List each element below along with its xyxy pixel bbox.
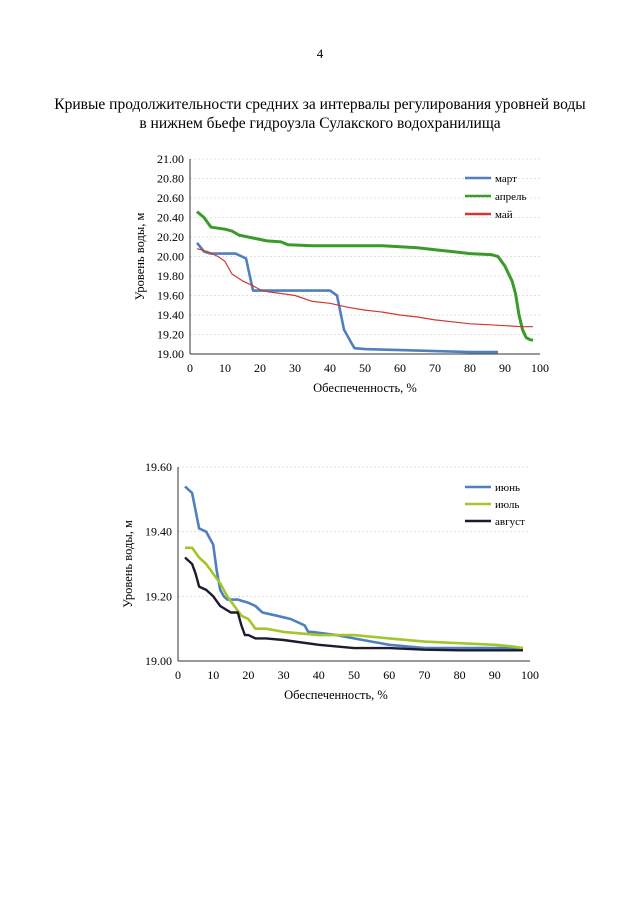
x-tick-label: 40 (324, 361, 336, 375)
y-tick-label: 20.00 (157, 250, 184, 264)
x-tick-label: 70 (418, 668, 430, 682)
legend-label: март (495, 173, 517, 185)
x-tick-label: 80 (464, 361, 476, 375)
x-tick-label: 0 (187, 361, 193, 375)
x-tick-label: 100 (521, 668, 539, 682)
page-number: 4 (316, 46, 324, 61)
series-line-апрель (196, 210, 534, 342)
document-title: Кривые продолжительности средних за инте… (40, 95, 600, 133)
x-tick-label: 100 (531, 361, 549, 375)
title-line-2: в нижнем бьефе гидроузла Сулакского водо… (139, 115, 501, 132)
y-tick-label: 20.80 (157, 172, 184, 186)
y-tick-label: 19.60 (157, 289, 184, 303)
legend-label: май (495, 209, 513, 221)
x-tick-label: 30 (289, 361, 301, 375)
x-axis-title: Обеспеченность, % (313, 381, 417, 395)
legend-label: август (495, 516, 525, 528)
chart-may-april-march: 19.00 19.20 19.40 19.60 19.80 20.00 20.20 20.40… (133, 152, 549, 395)
x-tick-label: 10 (207, 668, 219, 682)
series-line-июнь (184, 485, 523, 650)
series-line-март (195, 241, 498, 354)
y-tick-label: 19.00 (145, 654, 172, 668)
x-tick-label: 30 (278, 668, 290, 682)
x-tick-label: 70 (429, 361, 441, 375)
legend-label: июнь (495, 482, 520, 494)
x-tick-label: 80 (454, 668, 466, 682)
y-tick-label: 20.20 (157, 230, 184, 244)
y-tick-label: 19.00 (157, 347, 184, 361)
y-tick-label: 20.60 (157, 191, 184, 205)
x-tick-label: 50 (348, 668, 360, 682)
y-tick-label: 19.20 (157, 328, 184, 342)
y-axis-title: Уровень воды, м (121, 520, 135, 608)
y-tick-label: 19.80 (157, 269, 184, 283)
legend-label: июль (495, 499, 519, 511)
x-tick-label: 10 (219, 361, 231, 375)
y-tick-label: 19.60 (145, 460, 172, 474)
x-tick-label: 90 (499, 361, 511, 375)
y-axis-title: Уровень воды, м (133, 213, 147, 301)
series-line-май (196, 248, 533, 328)
chart-june-july-august: 19.00 19.20 19.40 19.60 0 10 20 30 40 50 60 70 80 90 1… (121, 460, 539, 702)
x-tick-label: 20 (242, 668, 254, 682)
y-tick-label: 20.40 (157, 211, 184, 225)
x-axis-title: Обеспеченность, % (284, 688, 388, 702)
series-line-июль (185, 546, 524, 650)
x-tick-label: 20 (254, 361, 266, 375)
y-tick-label: 21.00 (157, 152, 184, 166)
title-line-1: Кривые продолжительности средних за инте… (54, 96, 586, 113)
x-tick-label: 60 (383, 668, 395, 682)
series-line-август (184, 556, 523, 652)
x-tick-label: 0 (175, 668, 181, 682)
y-tick-label: 19.40 (157, 308, 184, 322)
x-tick-label: 50 (359, 361, 371, 375)
x-tick-label: 60 (394, 361, 406, 375)
legend-label: апрель (495, 191, 527, 203)
y-tick-label: 19.20 (145, 589, 172, 603)
x-tick-label: 90 (489, 668, 501, 682)
x-tick-label: 40 (313, 668, 325, 682)
y-tick-label: 19.40 (145, 525, 172, 539)
